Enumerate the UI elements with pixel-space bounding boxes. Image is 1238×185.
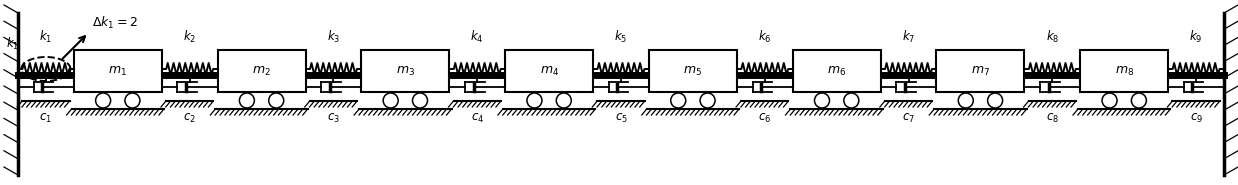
Circle shape (412, 93, 427, 108)
Circle shape (269, 93, 284, 108)
Circle shape (958, 93, 973, 108)
Text: $m_7$: $m_7$ (971, 64, 990, 78)
Text: $m_8$: $m_8$ (1114, 64, 1134, 78)
Text: $k_7$: $k_7$ (903, 29, 915, 45)
Text: $m_3$: $m_3$ (396, 64, 415, 78)
Circle shape (384, 93, 399, 108)
Circle shape (988, 93, 1003, 108)
Text: $m_4$: $m_4$ (540, 64, 558, 78)
Circle shape (815, 93, 829, 108)
Text: $k_1$: $k_1$ (40, 29, 52, 45)
Circle shape (556, 93, 571, 108)
Text: $m_2$: $m_2$ (253, 64, 271, 78)
Text: $c_6$: $c_6$ (758, 112, 771, 125)
Text: $m_1$: $m_1$ (108, 64, 128, 78)
Text: $k_5$: $k_5$ (614, 29, 628, 45)
Bar (792, 50, 880, 92)
Circle shape (1102, 93, 1117, 108)
Text: $k_9$: $k_9$ (1190, 29, 1203, 45)
Text: $k_4$: $k_4$ (470, 29, 484, 45)
Bar (936, 50, 1024, 92)
Circle shape (527, 93, 542, 108)
Bar (361, 50, 449, 92)
Text: $k_8$: $k_8$ (1046, 29, 1058, 45)
Bar (218, 50, 306, 92)
Text: $k_2$: $k_2$ (183, 29, 197, 45)
Circle shape (844, 93, 859, 108)
Bar (505, 50, 593, 92)
Text: $c_9$: $c_9$ (1190, 112, 1202, 125)
Circle shape (95, 93, 110, 108)
Text: $k_1$: $k_1$ (6, 36, 20, 52)
Text: $c_4$: $c_4$ (470, 112, 484, 125)
Circle shape (1132, 93, 1146, 108)
Text: $c_3$: $c_3$ (327, 112, 340, 125)
Bar (649, 50, 737, 92)
Text: $m_5$: $m_5$ (683, 64, 702, 78)
Text: $c_5$: $c_5$ (614, 112, 628, 125)
Text: $c_7$: $c_7$ (903, 112, 915, 125)
Circle shape (239, 93, 254, 108)
Text: $\Delta k_1 = 2$: $\Delta k_1 = 2$ (92, 14, 137, 31)
Text: $c_2$: $c_2$ (183, 112, 196, 125)
Text: $k_3$: $k_3$ (327, 29, 340, 45)
Text: $m_6$: $m_6$ (827, 64, 847, 78)
Text: $k_6$: $k_6$ (758, 29, 771, 45)
Bar (74, 50, 162, 92)
Text: $c_1$: $c_1$ (40, 112, 52, 125)
Circle shape (699, 93, 716, 108)
Bar (1081, 50, 1169, 92)
Text: $c_8$: $c_8$ (1046, 112, 1058, 125)
Circle shape (671, 93, 686, 108)
Circle shape (125, 93, 140, 108)
